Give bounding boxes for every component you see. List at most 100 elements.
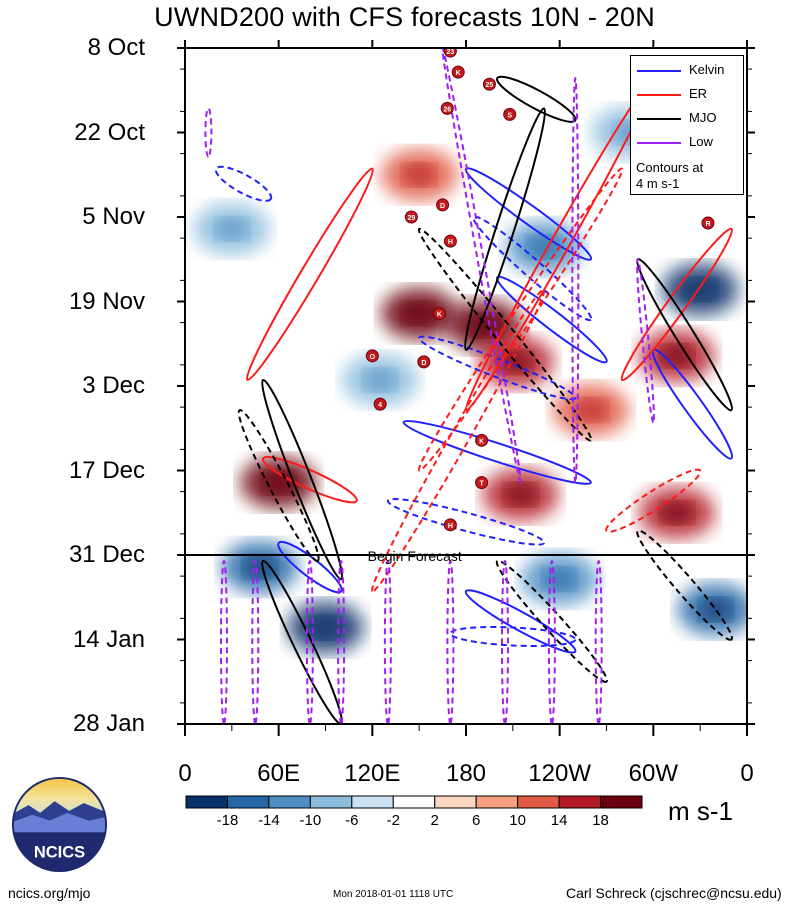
colorbar-swatch bbox=[517, 795, 560, 809]
colorbar-swatch bbox=[185, 795, 228, 809]
storm-marker: 26 bbox=[440, 101, 454, 115]
x-tick-label: 120E bbox=[344, 760, 401, 787]
contour-er bbox=[261, 455, 358, 504]
storm-marker: K bbox=[432, 307, 446, 321]
x-tick-label: 60E bbox=[257, 760, 301, 787]
storm-label: 4 bbox=[378, 402, 382, 409]
footer-timestamp: Mon 2018-01-01 1118 UTC bbox=[333, 889, 454, 900]
contour-low bbox=[219, 560, 228, 724]
x-tick-label: 0 bbox=[740, 760, 754, 787]
legend-item-mjo: MJO bbox=[637, 110, 741, 128]
logo-hills bbox=[12, 812, 107, 835]
contour-mjo bbox=[495, 75, 577, 123]
x-tick-label: 120W bbox=[528, 760, 592, 787]
legend-label-mjo: MJO bbox=[689, 110, 717, 125]
colorbar-tick-label: 2 bbox=[430, 812, 439, 829]
colorbar-swatch bbox=[309, 795, 353, 809]
storm-label: K bbox=[437, 312, 442, 319]
contour-layer bbox=[204, 48, 734, 724]
colorbar-swatch bbox=[268, 795, 311, 809]
storm-icon bbox=[701, 216, 715, 230]
contour-kelvin bbox=[402, 419, 592, 485]
colorbar-swatch bbox=[392, 795, 436, 809]
colorbar-tick-label: -6 bbox=[345, 812, 359, 829]
anomaly-core bbox=[403, 302, 436, 325]
contour-kelvin bbox=[418, 335, 577, 401]
contour-mjo bbox=[237, 409, 320, 563]
storm-label: 25 bbox=[486, 82, 494, 89]
anomaly-core bbox=[364, 368, 397, 391]
contour-low bbox=[383, 560, 392, 724]
y-tick-label: 8 Oct bbox=[87, 34, 145, 61]
colorbar-swatch bbox=[434, 795, 477, 809]
storm-icon bbox=[443, 518, 457, 532]
colorbar-tick-label: 18 bbox=[592, 812, 609, 829]
contour-er bbox=[620, 227, 733, 382]
colorbar-tick-label: -10 bbox=[299, 812, 322, 829]
contour-er bbox=[605, 468, 702, 533]
x-tick-label: 180 bbox=[445, 760, 487, 787]
colorbar-swatch bbox=[475, 795, 519, 809]
forecast-label: Begin Forecast bbox=[368, 548, 462, 564]
storm-marker: 4 bbox=[373, 397, 387, 411]
contour-mjo bbox=[261, 378, 344, 581]
storm-icon bbox=[440, 101, 454, 115]
storm-icon bbox=[404, 210, 418, 224]
contour-mjo bbox=[495, 559, 608, 683]
colorbar-swatch bbox=[600, 795, 643, 809]
legend-note-line1: Contours at bbox=[636, 160, 704, 175]
legend-line-low bbox=[637, 142, 681, 144]
anomaly-core bbox=[574, 399, 607, 422]
storm-label: S bbox=[507, 112, 512, 119]
colorbar-tick-label: -2 bbox=[386, 812, 400, 829]
storm-label: 29 bbox=[407, 215, 415, 222]
legend-line-kelvin bbox=[637, 70, 681, 72]
ncics-logo: NCICS bbox=[11, 776, 108, 873]
storm-marker: D bbox=[436, 198, 450, 212]
logo-border bbox=[11, 776, 108, 873]
storm-marker: H bbox=[443, 518, 457, 532]
storm-marker: D bbox=[417, 355, 431, 369]
anomaly-core bbox=[243, 556, 276, 579]
contour-low bbox=[500, 560, 509, 724]
storm-label: T bbox=[479, 481, 484, 488]
storm-icon bbox=[443, 48, 457, 58]
storm-label: H bbox=[448, 239, 453, 246]
storm-icon bbox=[443, 234, 457, 248]
storm-icon bbox=[451, 65, 465, 79]
storm-marker: T bbox=[475, 476, 489, 490]
axis-ticks bbox=[177, 40, 755, 736]
storm-label: D bbox=[421, 360, 426, 367]
legend-note-line2: 4 m s-1 bbox=[636, 176, 680, 191]
anomaly-core bbox=[403, 163, 436, 186]
y-tick-label: 31 Dec bbox=[68, 541, 145, 568]
storm-label: O bbox=[370, 354, 376, 361]
anomaly-core bbox=[684, 278, 717, 301]
x-tick-label: 60W bbox=[628, 760, 679, 787]
contour-kelvin bbox=[214, 165, 273, 202]
storm-label: K bbox=[479, 438, 484, 445]
storm-marker: O bbox=[365, 349, 379, 363]
storm-marker: 23 bbox=[443, 48, 457, 58]
y-tick-label: 19 Nov bbox=[68, 287, 145, 315]
storm-label: D bbox=[440, 203, 445, 210]
colorbar-tick-label: 10 bbox=[509, 812, 526, 829]
storm-marker: 29 bbox=[404, 210, 418, 224]
footer-url: ncics.org/mjo bbox=[8, 885, 91, 901]
legend-line-mjo bbox=[637, 118, 681, 120]
storm-icon bbox=[373, 397, 387, 411]
legend-note: Contours at 4 m s-1 bbox=[636, 160, 703, 192]
storm-icon bbox=[417, 355, 431, 369]
y-tick-label: 22 Oct bbox=[74, 118, 145, 146]
colorbar-tick-label: -14 bbox=[258, 812, 280, 829]
storm-marker: H bbox=[443, 234, 457, 248]
anomaly-core bbox=[660, 501, 693, 524]
storm-icon bbox=[365, 349, 379, 363]
contour-er bbox=[371, 288, 546, 593]
storm-icon bbox=[436, 198, 450, 212]
colorbar-tick-label: 14 bbox=[550, 812, 568, 829]
storm-markers: 23K2526SD29HKDO4KTHSPR bbox=[365, 48, 715, 532]
anomaly-core bbox=[215, 218, 248, 241]
y-tick-label: 28 Jan bbox=[72, 710, 145, 737]
contour-low bbox=[571, 77, 580, 484]
